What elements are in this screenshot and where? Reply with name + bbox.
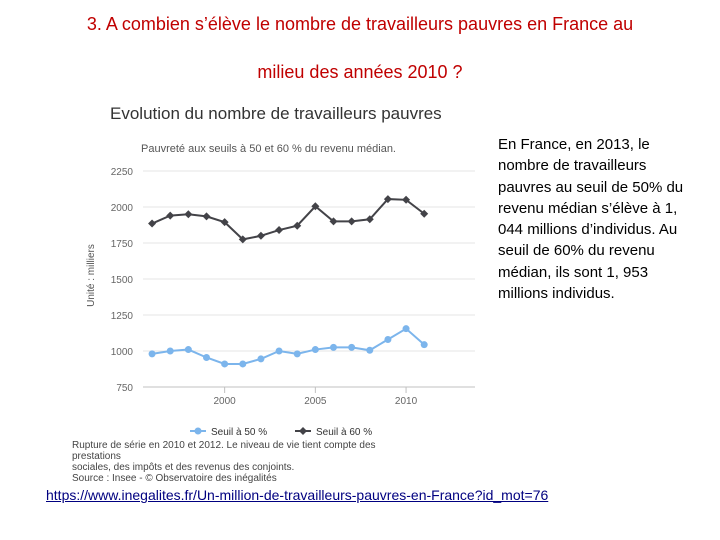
data-point xyxy=(184,210,193,219)
data-point xyxy=(420,209,429,218)
data-point xyxy=(402,195,411,204)
data-point xyxy=(293,221,302,230)
footnote-line-1: Rupture de série en 2010 et 2012. Le niv… xyxy=(72,440,376,462)
data-point xyxy=(329,343,337,351)
question-line-1: 3. A combien s’élève le nombre de travai… xyxy=(86,14,634,34)
legend-label: Seuil à 50 % xyxy=(211,427,267,438)
data-point xyxy=(275,226,284,235)
series-line xyxy=(151,198,425,241)
y-tick-label: 2000 xyxy=(111,203,134,214)
data-point xyxy=(311,202,320,211)
x-tick-label: 2005 xyxy=(304,396,327,407)
footnote-line-3: Source : Insee - © Observatoire des inég… xyxy=(72,473,277,484)
data-point xyxy=(256,231,265,240)
data-point xyxy=(220,218,229,227)
data-point xyxy=(184,346,192,354)
chart-footnote: Rupture de série en 2010 et 2012. Le niv… xyxy=(72,440,402,484)
data-point xyxy=(384,335,392,343)
data-point xyxy=(166,211,175,220)
source-link[interactable]: https://www.inegalites.fr/Un-million-de-… xyxy=(46,487,549,503)
data-point xyxy=(148,350,156,358)
data-point xyxy=(221,360,229,368)
y-tick-label: 1000 xyxy=(111,347,134,358)
footnote-line-2: sociales, des impôts et des revenus des … xyxy=(72,462,295,473)
x-tick-label: 2010 xyxy=(395,396,418,407)
data-point xyxy=(257,355,265,363)
data-point xyxy=(347,217,356,226)
data-point xyxy=(202,212,211,221)
data-point xyxy=(383,195,392,204)
data-point xyxy=(311,346,319,354)
legend-label: Seuil à 60 % xyxy=(316,427,372,438)
data-point xyxy=(420,341,428,349)
y-tick-label: 1500 xyxy=(111,275,134,286)
data-point xyxy=(402,325,410,333)
data-point xyxy=(148,219,157,228)
data-point xyxy=(348,343,356,351)
data-point xyxy=(366,346,374,354)
legend-marker xyxy=(194,427,202,435)
data-point xyxy=(202,353,210,361)
side-text: En France, en 2013, le nombre de travail… xyxy=(498,136,684,303)
series-line xyxy=(151,327,425,365)
y-tick-label: 1750 xyxy=(111,239,134,250)
y-tick-label: 2250 xyxy=(111,167,134,178)
data-point xyxy=(238,235,247,244)
question-line-2: milieu des années 2010 ? xyxy=(257,62,463,82)
data-point xyxy=(275,347,283,355)
y-tick-label: 750 xyxy=(116,383,133,394)
legend-marker xyxy=(299,427,307,435)
y-tick-label: 1250 xyxy=(111,311,134,322)
data-point xyxy=(293,350,301,358)
data-point xyxy=(365,215,374,224)
data-point xyxy=(329,217,338,226)
chart-title: Evolution du nombre de travailleurs pauv… xyxy=(110,104,442,123)
data-point xyxy=(239,360,247,368)
chart-subtitle: Pauvreté aux seuils à 50 et 60 % du reve… xyxy=(141,143,396,155)
x-tick-label: 2000 xyxy=(214,396,237,407)
data-point xyxy=(166,347,174,355)
